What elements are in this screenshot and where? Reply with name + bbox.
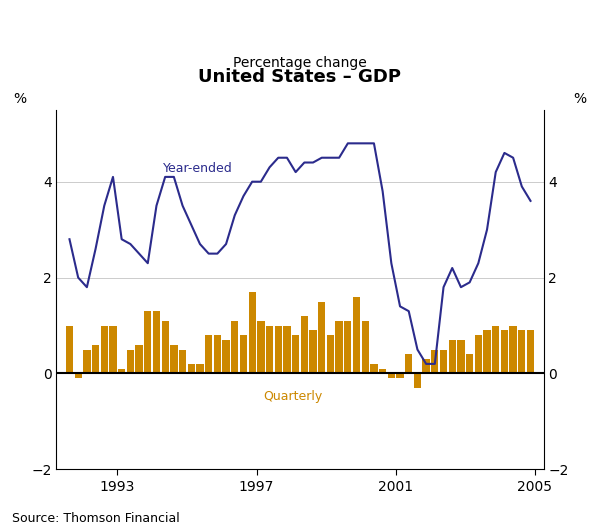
Bar	[248, 292, 256, 374]
Bar	[127, 349, 134, 374]
Bar	[257, 321, 265, 374]
Bar	[275, 325, 282, 374]
Bar	[353, 297, 360, 374]
Bar	[440, 349, 447, 374]
Bar	[240, 335, 247, 374]
Bar	[292, 335, 299, 374]
Bar	[266, 325, 273, 374]
Bar	[205, 335, 212, 374]
Bar	[231, 321, 238, 374]
Bar	[196, 364, 203, 374]
Bar	[66, 325, 73, 374]
Bar	[405, 355, 412, 374]
Title: United States – GDP: United States – GDP	[199, 68, 401, 86]
Bar	[153, 311, 160, 374]
Bar	[74, 374, 82, 378]
Bar	[492, 325, 499, 374]
Bar	[370, 364, 377, 374]
Text: Quarterly: Quarterly	[263, 390, 323, 403]
Bar	[484, 330, 491, 374]
Bar	[214, 335, 221, 374]
Bar	[388, 374, 395, 378]
Bar	[327, 335, 334, 374]
Bar	[83, 349, 91, 374]
Bar	[518, 330, 526, 374]
Bar	[509, 325, 517, 374]
Bar	[118, 369, 125, 374]
Text: %: %	[13, 92, 26, 106]
Text: %: %	[574, 92, 587, 106]
Bar	[379, 369, 386, 374]
Bar	[283, 325, 290, 374]
Bar	[457, 340, 464, 374]
Bar	[161, 321, 169, 374]
Bar	[92, 344, 99, 374]
Bar	[449, 340, 456, 374]
Bar	[170, 344, 178, 374]
Bar	[109, 325, 116, 374]
Bar	[501, 330, 508, 374]
Bar	[223, 340, 230, 374]
Bar	[179, 349, 186, 374]
Bar	[414, 374, 421, 388]
Text: Year-ended: Year-ended	[163, 162, 232, 175]
Bar	[318, 302, 325, 374]
Bar	[422, 359, 430, 374]
Bar	[144, 311, 151, 374]
Text: Source: Thomson Financial: Source: Thomson Financial	[12, 511, 180, 525]
Bar	[301, 316, 308, 374]
Bar	[188, 364, 195, 374]
Bar	[527, 330, 534, 374]
Bar	[101, 325, 108, 374]
Bar	[136, 344, 143, 374]
Bar	[466, 355, 473, 374]
Bar	[431, 349, 439, 374]
Bar	[475, 335, 482, 374]
Bar	[362, 321, 369, 374]
Bar	[310, 330, 317, 374]
Bar	[335, 321, 343, 374]
Bar	[344, 321, 352, 374]
Bar	[397, 374, 404, 378]
Text: Percentage change: Percentage change	[233, 56, 367, 69]
